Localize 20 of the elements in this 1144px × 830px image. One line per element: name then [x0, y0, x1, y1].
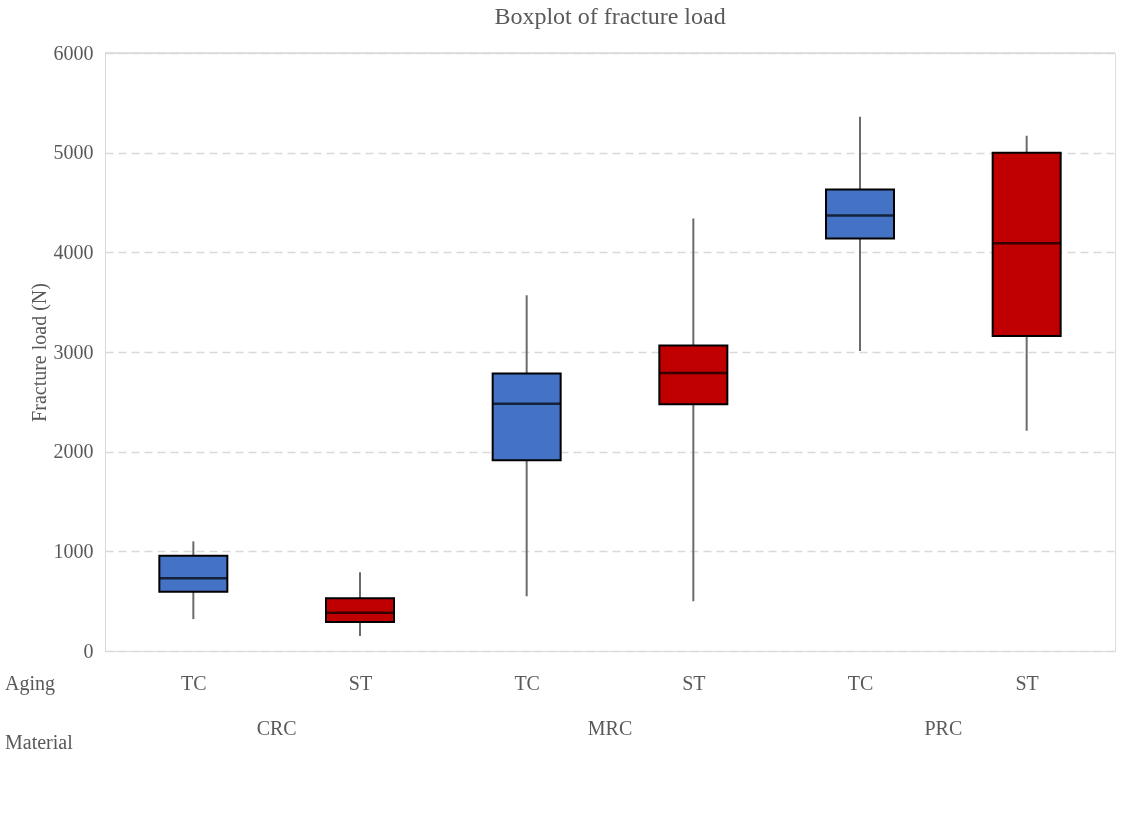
text: PRC — [924, 717, 963, 739]
x-tick-label: TC — [181, 671, 207, 694]
text: Material — [5, 731, 74, 753]
x-tick-label: ST — [682, 671, 706, 694]
chart-title: Boxplot of fracture load — [494, 3, 726, 29]
y-tick-label: 0 — [83, 639, 94, 662]
y-tick-label: 2000 — [53, 440, 94, 463]
x-tick-label: ST — [348, 671, 373, 694]
y-tick-label: 5000 — [53, 141, 94, 164]
text: MRC — [587, 717, 633, 739]
y-tick-label: 6000 — [53, 41, 94, 64]
x-tick-label: ST — [1015, 671, 1039, 694]
text: CRC — [256, 717, 297, 739]
x-tick-label: TC — [847, 671, 874, 694]
text: Aging — [5, 672, 55, 695]
y-tick-label: 1000 — [53, 539, 94, 562]
y-tick-label: 3000 — [53, 340, 94, 363]
x-tick-label: TC — [514, 671, 540, 694]
y-axis-title: Fracture load (N) — [27, 283, 51, 422]
y-tick-label: 4000 — [53, 240, 94, 263]
